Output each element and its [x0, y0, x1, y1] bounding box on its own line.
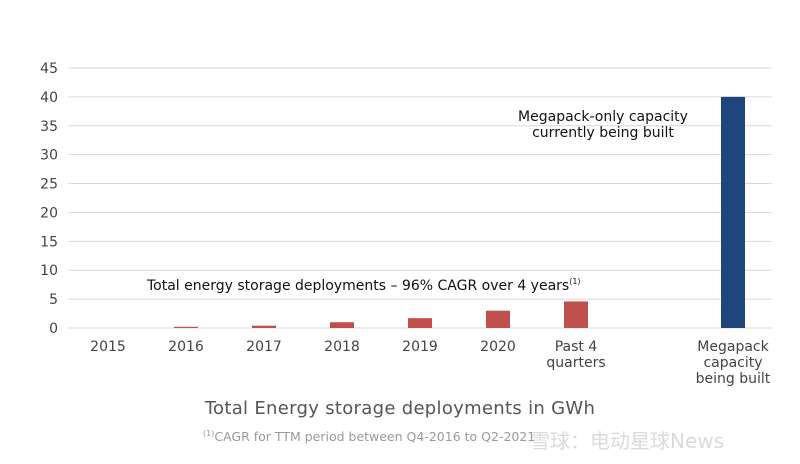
- bar-megapack: [721, 96, 745, 328]
- y-tick-label: 40: [40, 90, 58, 106]
- y-tick-label: 35: [40, 119, 58, 135]
- watermark: 雪球：电动星球News: [530, 429, 725, 453]
- x-tick-label: being built: [696, 371, 771, 387]
- footnote-marker: (1): [203, 429, 215, 438]
- x-tick-label: quarters: [546, 355, 605, 371]
- y-tick-label: 45: [40, 61, 58, 77]
- bar: [252, 325, 276, 328]
- x-tick-label: 2016: [168, 339, 204, 355]
- y-tick-label: 0: [49, 321, 58, 337]
- x-tick-label: 2015: [90, 339, 126, 355]
- annotation-cagr: Total energy storage deployments – 96% C…: [146, 277, 581, 294]
- x-tick-label: 2017: [246, 339, 282, 355]
- footnote: (1)CAGR for TTM period between Q4-2016 t…: [203, 429, 535, 444]
- y-tick-label: 15: [40, 234, 58, 250]
- x-tick-label: 2018: [324, 339, 360, 355]
- chart: 0 5 10 15 20 25 30 35 40 45 2015 2016 2017 2018 2019 20…: [40, 61, 772, 387]
- annotation-megapack: Megapack-only capacity: [518, 109, 688, 125]
- bar: [408, 318, 432, 328]
- bar: [564, 301, 588, 328]
- x-tick-label: 2020: [480, 339, 516, 355]
- bar: [174, 326, 198, 328]
- x-tick-label: Megapack: [697, 339, 769, 355]
- bar: [486, 310, 510, 328]
- y-tick-label: 5: [49, 292, 58, 308]
- x-tick-label: Past 4: [555, 339, 598, 355]
- footnote-text: CAGR for TTM period between Q4-2016 to Q…: [214, 429, 536, 445]
- y-tick-label: 20: [40, 205, 58, 221]
- bar: [330, 322, 354, 328]
- y-tick-label: 10: [40, 263, 58, 279]
- y-tick-label: 25: [40, 177, 58, 193]
- x-tick-label: 2019: [402, 339, 438, 355]
- x-tick-label: capacity: [703, 355, 762, 371]
- y-tick-label: 30: [40, 148, 58, 164]
- chart-title: Total Energy storage deployments in GWh: [204, 398, 596, 419]
- annotation-megapack: currently being built: [532, 125, 674, 141]
